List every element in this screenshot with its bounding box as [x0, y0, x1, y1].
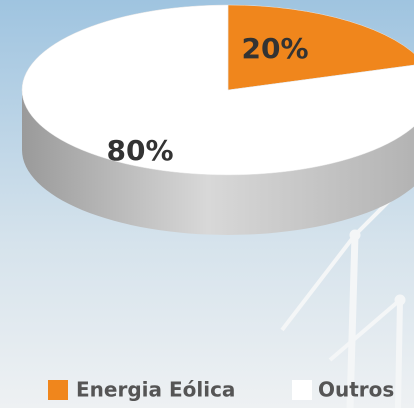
- data-label: 80%: [106, 134, 173, 167]
- data-label: 20%: [241, 32, 308, 65]
- legend-label: Outros: [318, 378, 394, 402]
- wind-turbines: [280, 188, 406, 408]
- legend-swatch: [292, 380, 312, 400]
- legend-label: Energia Eólica: [76, 378, 235, 402]
- legend-swatch: [48, 380, 68, 400]
